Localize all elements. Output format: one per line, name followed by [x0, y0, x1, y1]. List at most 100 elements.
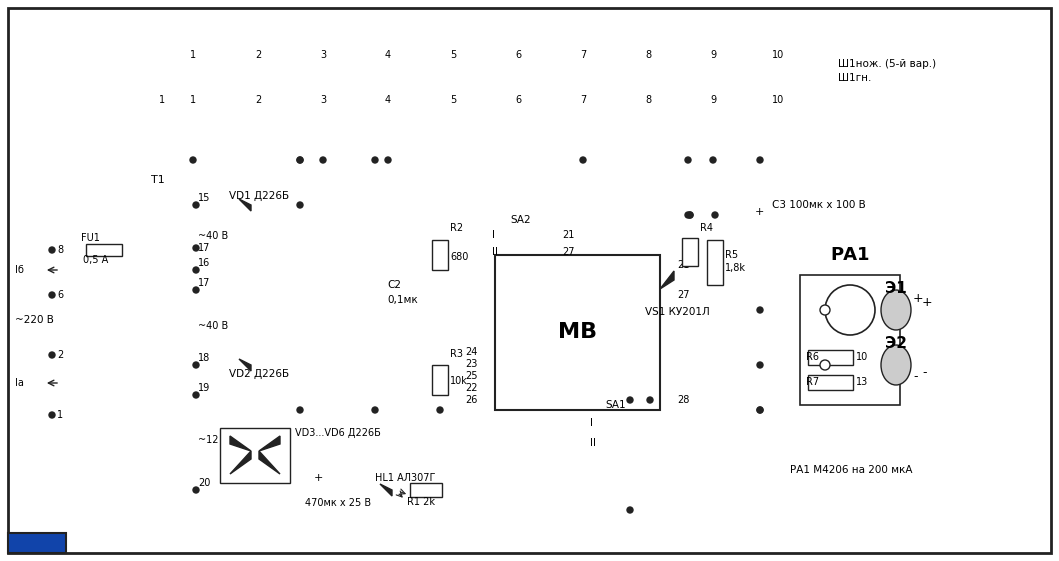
Text: VD2 Д226Б: VD2 Д226Б — [229, 369, 289, 379]
Polygon shape — [239, 359, 251, 371]
Text: R7: R7 — [806, 377, 819, 387]
Bar — [682, 238, 698, 266]
Text: МВ: МВ — [558, 323, 597, 343]
Text: 0,5 А: 0,5 А — [83, 255, 108, 265]
Text: 7: 7 — [580, 95, 586, 105]
Circle shape — [193, 267, 199, 273]
Text: 10: 10 — [772, 50, 784, 60]
Bar — [495, 255, 660, 410]
Polygon shape — [259, 451, 280, 474]
Text: РА1: РА1 — [830, 246, 869, 264]
Circle shape — [49, 352, 55, 358]
Circle shape — [627, 507, 633, 513]
Circle shape — [687, 212, 693, 218]
Polygon shape — [660, 271, 674, 289]
Text: Э1: Э1 — [885, 280, 907, 296]
Circle shape — [297, 407, 303, 413]
Text: VS1 КУ201Л: VS1 КУ201Л — [645, 307, 710, 317]
Text: 21: 21 — [562, 230, 574, 240]
Text: 5: 5 — [450, 50, 456, 60]
Text: R1 2k: R1 2k — [407, 497, 435, 507]
Circle shape — [647, 397, 653, 403]
Text: 15: 15 — [198, 193, 211, 203]
Text: РА1 М4206 на 200 мкА: РА1 М4206 на 200 мкА — [790, 465, 913, 475]
Text: +: + — [922, 296, 933, 309]
Text: 1: 1 — [57, 410, 64, 420]
Text: 23: 23 — [466, 359, 478, 369]
Text: I: I — [590, 418, 593, 428]
Bar — [707, 240, 723, 285]
Text: R5: R5 — [725, 250, 738, 260]
Text: 8: 8 — [645, 95, 651, 105]
Text: SA2: SA2 — [510, 215, 531, 225]
Bar — [8, 533, 66, 553]
Text: 6: 6 — [515, 50, 521, 60]
Text: ~40 В: ~40 В — [198, 321, 229, 331]
Text: 16: 16 — [198, 258, 211, 268]
Circle shape — [297, 157, 303, 163]
Circle shape — [49, 412, 55, 418]
Ellipse shape — [881, 290, 911, 330]
Polygon shape — [380, 484, 392, 496]
Text: 9: 9 — [710, 50, 716, 60]
Circle shape — [49, 247, 55, 253]
Polygon shape — [230, 436, 251, 451]
Circle shape — [297, 157, 303, 163]
Circle shape — [820, 360, 830, 370]
Text: 10: 10 — [772, 95, 784, 105]
Bar — [220, 428, 290, 483]
Circle shape — [437, 407, 443, 413]
Text: Ia: Ia — [15, 378, 24, 388]
Text: 13: 13 — [856, 377, 868, 387]
Circle shape — [757, 362, 762, 368]
Circle shape — [757, 407, 762, 413]
Text: 22: 22 — [466, 383, 478, 393]
Bar — [410, 483, 442, 497]
Text: 17: 17 — [198, 278, 211, 288]
Circle shape — [712, 212, 718, 218]
Text: 26: 26 — [466, 395, 478, 405]
Text: 2: 2 — [255, 95, 262, 105]
Text: VD3...VD6 Д226Б: VD3...VD6 Д226Б — [295, 428, 381, 438]
Text: 5: 5 — [450, 95, 456, 105]
Circle shape — [825, 285, 875, 335]
Text: +: + — [755, 207, 765, 217]
Circle shape — [320, 157, 326, 163]
Text: 680: 680 — [450, 252, 468, 262]
Ellipse shape — [881, 345, 911, 385]
Text: 6: 6 — [57, 290, 64, 300]
Text: 470мк х 25 В: 470мк х 25 В — [305, 498, 371, 508]
Polygon shape — [239, 199, 251, 211]
Text: 19: 19 — [198, 383, 211, 393]
Text: 17: 17 — [198, 243, 211, 253]
Text: R6: R6 — [806, 352, 819, 362]
Circle shape — [193, 245, 199, 251]
Bar — [432, 240, 448, 270]
Text: 3: 3 — [320, 50, 326, 60]
Circle shape — [757, 407, 762, 413]
Text: Ш1гн.: Ш1гн. — [838, 73, 872, 83]
Text: 1: 1 — [159, 95, 165, 105]
Text: Ш1нож. (5-й вар.): Ш1нож. (5-й вар.) — [838, 59, 936, 69]
Text: R2: R2 — [450, 223, 463, 233]
Text: Т1: Т1 — [151, 175, 165, 185]
Text: I: I — [492, 230, 495, 240]
Polygon shape — [230, 451, 251, 474]
Text: +: + — [315, 473, 323, 483]
Text: С2: С2 — [387, 280, 401, 290]
Circle shape — [193, 487, 199, 493]
Circle shape — [687, 212, 693, 218]
Text: II: II — [590, 438, 596, 448]
Text: С3 100мк х 100 В: С3 100мк х 100 В — [772, 200, 866, 210]
Circle shape — [372, 407, 378, 413]
Text: 4: 4 — [384, 50, 391, 60]
Text: 21: 21 — [677, 260, 689, 270]
Circle shape — [685, 157, 692, 163]
Text: 6: 6 — [515, 95, 521, 105]
Circle shape — [627, 397, 633, 403]
Text: Э2: Э2 — [885, 335, 907, 351]
Bar — [808, 375, 852, 390]
Text: 2: 2 — [255, 50, 262, 60]
Text: 1: 1 — [190, 95, 196, 105]
Text: 24: 24 — [466, 347, 478, 357]
